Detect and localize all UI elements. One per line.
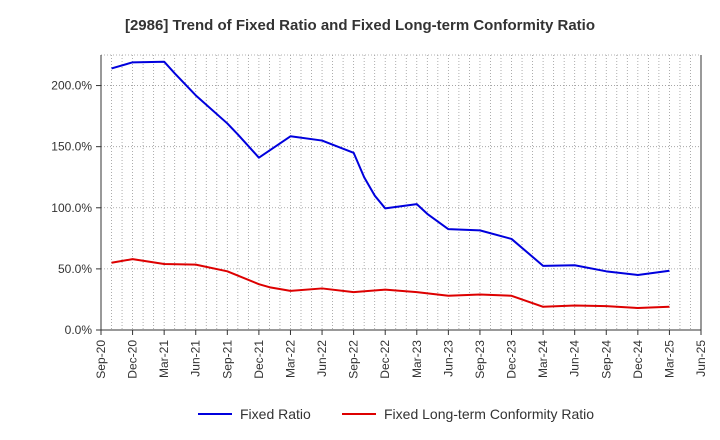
x-tick-label: Sep-22: [347, 340, 361, 379]
y-tick-label: 150.0%: [51, 140, 92, 154]
x-tick-label: Jun-22: [315, 340, 329, 377]
x-tick-label: Dec-20: [126, 340, 140, 379]
x-tick-label: Dec-23: [505, 340, 519, 379]
y-tick-label: 0.0%: [65, 323, 93, 337]
y-tick-label: 50.0%: [58, 262, 92, 276]
chart-title: [2986] Trend of Fixed Ratio and Fixed Lo…: [125, 17, 595, 34]
series-layer: [111, 60, 670, 309]
y-tick-label: 200.0%: [51, 79, 92, 93]
x-tick-label: Sep-21: [220, 340, 234, 379]
x-tick-label: Mar-24: [536, 340, 550, 378]
legend-item: Fixed Ratio: [198, 406, 311, 422]
x-tick-label: Jun-21: [189, 340, 203, 377]
legend-label: Fixed Ratio: [240, 406, 311, 422]
series-line-fixed-long-term-conformity-ratio: [111, 258, 670, 309]
x-tick-label: Dec-21: [252, 340, 266, 379]
series-line-fixed-ratio: [111, 60, 670, 276]
x-tick-label: Mar-23: [410, 340, 424, 378]
y-tick-label: 100.0%: [51, 201, 92, 215]
legend-label: Fixed Long-term Conformity Ratio: [384, 406, 594, 422]
plot-area: [101, 55, 701, 330]
x-tick-label: Dec-24: [631, 340, 645, 379]
x-tick-label: Mar-22: [283, 340, 297, 378]
legend: Fixed Ratio Fixed Long-term Conformity Ra…: [198, 406, 594, 422]
x-tick-label: Mar-21: [157, 340, 171, 378]
grid-layer: [101, 54, 701, 330]
axis-layer: 0.0% 50.0% 100.0% 150.0% 200.0% Sep-20 Dec-20 M…: [51, 55, 708, 379]
x-tick-label: Mar-25: [662, 340, 676, 378]
x-tick-label: Sep-20: [94, 340, 108, 379]
x-tick-label: Dec-22: [378, 340, 392, 379]
x-tick-label: Jun-25: [694, 340, 708, 377]
x-tick-label: Sep-24: [599, 340, 613, 379]
x-tick-label: Jun-23: [441, 340, 455, 377]
x-tick-label: Jun-24: [568, 340, 582, 377]
legend-item: Fixed Long-term Conformity Ratio: [342, 406, 594, 422]
x-tick-label: Sep-23: [473, 340, 487, 379]
